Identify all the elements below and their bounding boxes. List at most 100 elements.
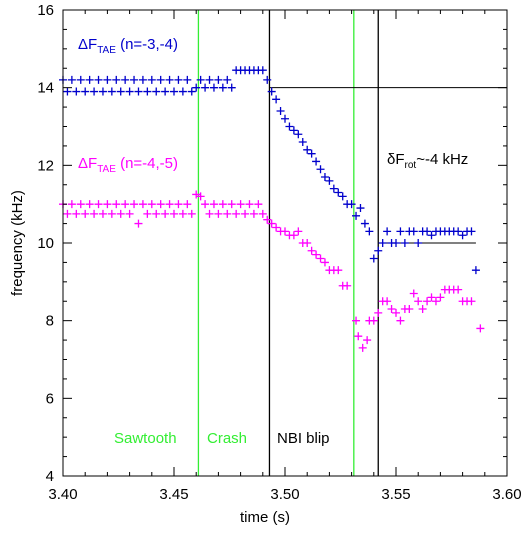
point xyxy=(334,188,343,197)
point xyxy=(138,200,147,209)
point xyxy=(156,200,165,209)
point xyxy=(125,209,134,218)
x-tick-label: 3.50 xyxy=(270,486,299,503)
point xyxy=(467,297,476,306)
point xyxy=(227,83,236,92)
point xyxy=(192,190,201,199)
point xyxy=(320,172,329,181)
point xyxy=(383,227,392,236)
point xyxy=(152,87,161,96)
point xyxy=(85,75,94,84)
point xyxy=(272,95,281,104)
point xyxy=(303,239,312,247)
point xyxy=(354,332,363,341)
point xyxy=(312,157,321,166)
point xyxy=(289,126,298,135)
point xyxy=(90,209,99,218)
point xyxy=(223,75,232,84)
point xyxy=(267,219,276,228)
point xyxy=(427,231,436,240)
y-tick-label: 12 xyxy=(37,157,54,174)
point xyxy=(369,254,378,263)
label-part: ~-4 kHz xyxy=(416,151,468,168)
point xyxy=(192,83,201,92)
point xyxy=(63,87,72,96)
point xyxy=(352,316,361,325)
point xyxy=(329,184,338,193)
point xyxy=(174,75,183,84)
point xyxy=(165,200,174,209)
point xyxy=(170,87,178,96)
points xyxy=(59,66,485,352)
point xyxy=(312,250,321,259)
point xyxy=(383,297,392,306)
point xyxy=(358,343,367,352)
annotation: δFrot~-4 kHz xyxy=(387,151,468,171)
point xyxy=(400,239,409,247)
point xyxy=(196,75,205,84)
point xyxy=(130,200,139,209)
point xyxy=(369,316,378,325)
point xyxy=(227,200,236,209)
point xyxy=(454,285,463,294)
point xyxy=(170,209,178,218)
point xyxy=(285,122,294,131)
point xyxy=(125,87,134,96)
point xyxy=(347,200,356,209)
point xyxy=(241,209,250,218)
reference-lines xyxy=(197,10,507,476)
point xyxy=(423,227,432,236)
y-axis-label: frequency (kHz) xyxy=(9,190,26,296)
point xyxy=(334,266,343,275)
point xyxy=(121,75,130,84)
point xyxy=(103,75,112,84)
point xyxy=(254,200,263,209)
point xyxy=(409,289,418,298)
point xyxy=(374,308,383,317)
point xyxy=(374,246,383,255)
point xyxy=(112,75,121,84)
point xyxy=(116,87,125,96)
point xyxy=(107,209,116,218)
point xyxy=(338,192,347,201)
point xyxy=(147,75,156,84)
point xyxy=(236,200,245,209)
point xyxy=(156,75,165,84)
label-part: (n=-3,-4) xyxy=(116,36,178,53)
point xyxy=(360,219,369,228)
point xyxy=(294,130,303,139)
label-sub: TAE xyxy=(97,164,116,175)
point xyxy=(209,200,218,209)
point xyxy=(316,165,325,174)
point xyxy=(201,83,210,92)
point xyxy=(232,209,241,218)
point xyxy=(281,227,289,236)
point xyxy=(414,239,423,247)
point xyxy=(178,87,187,96)
point xyxy=(94,75,103,84)
point xyxy=(365,227,374,236)
annotation: Crash xyxy=(207,430,247,447)
point xyxy=(363,336,372,345)
point xyxy=(245,200,254,209)
point xyxy=(378,239,387,247)
series-label: ΔFTAE (n=-3,-4) xyxy=(78,36,178,56)
point xyxy=(98,209,107,218)
y-tick-label: 14 xyxy=(37,80,54,97)
point xyxy=(258,209,267,218)
point xyxy=(396,227,405,236)
point xyxy=(161,87,170,96)
point xyxy=(183,75,192,84)
point xyxy=(196,192,205,201)
point xyxy=(76,200,85,209)
point xyxy=(174,200,183,209)
point xyxy=(356,204,365,213)
point xyxy=(458,231,467,240)
point xyxy=(267,87,276,96)
point xyxy=(201,200,210,209)
point xyxy=(130,75,139,84)
point xyxy=(414,297,423,306)
point xyxy=(387,305,396,314)
point xyxy=(90,87,99,96)
